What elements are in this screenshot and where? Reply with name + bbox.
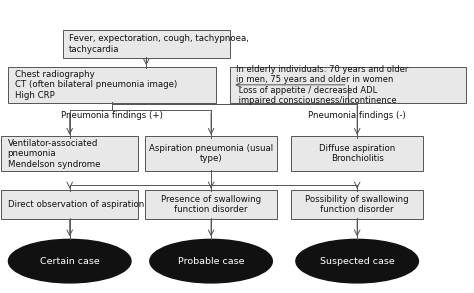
Text: Chest radiography
CT (often bilateral pneumonia image)
High CRP: Chest radiography CT (often bilateral pn… bbox=[15, 70, 177, 100]
Text: Fever, expectoration, cough, tachypnoea,
tachycardia: Fever, expectoration, cough, tachypnoea,… bbox=[69, 35, 249, 54]
Ellipse shape bbox=[9, 239, 131, 283]
Text: Certain case: Certain case bbox=[40, 257, 100, 266]
FancyBboxPatch shape bbox=[145, 136, 277, 171]
Text: Diffuse aspiration
Bronchiolitis: Diffuse aspiration Bronchiolitis bbox=[319, 144, 395, 163]
Text: Aspiration pneumonia (usual
type): Aspiration pneumonia (usual type) bbox=[149, 144, 273, 163]
FancyBboxPatch shape bbox=[145, 190, 277, 219]
Text: Suspected case: Suspected case bbox=[320, 257, 394, 266]
Ellipse shape bbox=[296, 239, 419, 283]
Text: In elderly individuals: 70 years and older
in men, 75 years and older in women
 : In elderly individuals: 70 years and old… bbox=[236, 65, 409, 105]
Ellipse shape bbox=[150, 239, 273, 283]
FancyBboxPatch shape bbox=[291, 136, 423, 171]
Text: Pneumonia findings (+): Pneumonia findings (+) bbox=[61, 111, 163, 120]
FancyBboxPatch shape bbox=[63, 30, 230, 58]
FancyBboxPatch shape bbox=[291, 190, 423, 219]
Text: Ventilator-associated
pneumonia
Mendelson syndrome: Ventilator-associated pneumonia Mendelso… bbox=[8, 139, 100, 169]
Text: Possibility of swallowing
function disorder: Possibility of swallowing function disor… bbox=[305, 195, 409, 214]
Text: Direct observation of aspiration: Direct observation of aspiration bbox=[8, 200, 144, 209]
FancyBboxPatch shape bbox=[230, 67, 465, 103]
Text: Presence of swallowing
function disorder: Presence of swallowing function disorder bbox=[161, 195, 261, 214]
Text: Pneumonia findings (-): Pneumonia findings (-) bbox=[308, 111, 406, 120]
FancyBboxPatch shape bbox=[9, 67, 216, 103]
Text: Probable case: Probable case bbox=[178, 257, 244, 266]
FancyBboxPatch shape bbox=[1, 136, 138, 171]
FancyBboxPatch shape bbox=[1, 190, 138, 219]
